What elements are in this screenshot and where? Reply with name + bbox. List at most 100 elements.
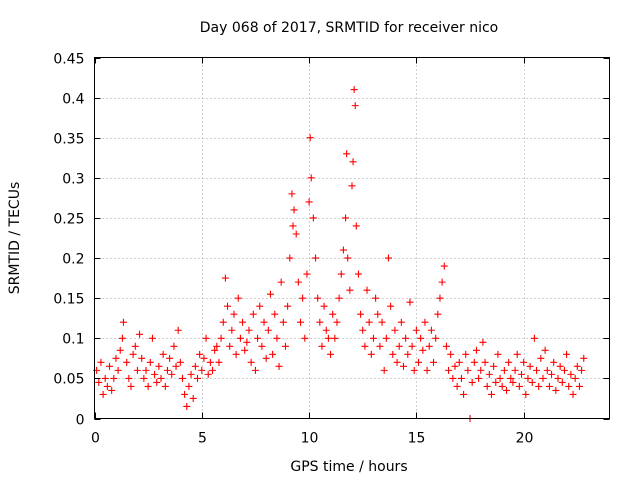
data-point xyxy=(580,354,588,362)
data-point xyxy=(114,366,122,374)
data-point xyxy=(273,334,281,342)
data-point xyxy=(305,198,313,206)
data-point xyxy=(266,290,274,298)
data-point xyxy=(123,358,131,366)
data-point xyxy=(106,362,114,370)
data-point xyxy=(410,366,418,374)
data-point xyxy=(209,366,217,374)
data-point xyxy=(136,330,144,338)
data-point xyxy=(206,358,214,366)
data-point xyxy=(303,270,311,278)
data-point xyxy=(481,358,489,366)
data-point xyxy=(187,370,195,378)
data-point xyxy=(475,374,483,382)
data-point xyxy=(472,346,480,354)
data-point xyxy=(545,382,553,390)
data-point xyxy=(185,382,193,390)
data-point xyxy=(526,362,534,370)
data-point xyxy=(533,366,541,374)
data-point xyxy=(395,342,403,350)
data-point xyxy=(318,342,326,350)
data-point xyxy=(361,342,369,350)
data-point xyxy=(254,334,262,342)
data-point xyxy=(99,390,107,398)
y-tick-label: 0.15 xyxy=(53,292,84,308)
data-point xyxy=(281,342,289,350)
x-tick-label: 20 xyxy=(516,431,534,447)
x-tick-labels: 0 5 10 15 20 xyxy=(91,431,533,447)
data-point xyxy=(487,390,495,398)
data-point xyxy=(271,310,279,318)
data-point xyxy=(339,246,347,254)
data-point xyxy=(335,294,343,302)
data-point xyxy=(515,382,523,390)
data-point xyxy=(520,358,528,366)
data-point xyxy=(215,358,223,366)
data-point xyxy=(460,390,468,398)
data-point xyxy=(556,362,564,370)
data-point xyxy=(219,318,227,326)
data-point xyxy=(451,362,459,370)
data-point xyxy=(500,366,508,374)
data-point xyxy=(161,382,169,390)
data-point xyxy=(344,254,352,262)
data-point xyxy=(462,350,470,358)
data-point xyxy=(108,386,116,394)
data-point xyxy=(464,366,472,374)
data-point xyxy=(490,362,498,370)
chart-title: Day 068 of 2017, SRMTID for receiver nic… xyxy=(200,20,498,36)
data-point xyxy=(264,326,272,334)
data-point xyxy=(181,390,189,398)
data-point xyxy=(176,358,184,366)
data-point xyxy=(367,350,375,358)
data-point xyxy=(417,334,425,342)
data-point xyxy=(440,262,448,270)
data-point xyxy=(127,382,135,390)
axis-ticks xyxy=(94,57,610,420)
data-point xyxy=(228,326,236,334)
data-point xyxy=(406,298,414,306)
data-point xyxy=(359,326,367,334)
data-point xyxy=(292,230,300,238)
data-point xyxy=(442,342,450,350)
data-point xyxy=(140,374,148,382)
data-point xyxy=(183,402,191,410)
data-point xyxy=(262,354,270,362)
data-point xyxy=(535,382,543,390)
data-point xyxy=(234,294,242,302)
x-tick-label: 5 xyxy=(198,431,207,447)
data-point xyxy=(567,370,575,378)
data-point xyxy=(166,354,174,362)
data-point xyxy=(119,318,127,326)
data-point xyxy=(565,382,573,390)
data-point xyxy=(245,326,253,334)
data-point xyxy=(376,342,384,350)
data-point xyxy=(213,342,221,350)
data-point xyxy=(327,350,335,358)
data-point xyxy=(477,366,485,374)
data-point xyxy=(575,382,583,390)
data-point xyxy=(425,342,433,350)
data-point xyxy=(479,338,487,346)
data-point xyxy=(552,386,560,394)
data-point xyxy=(412,326,420,334)
data-point xyxy=(125,374,133,382)
data-point xyxy=(146,358,154,366)
data-point xyxy=(509,378,517,386)
data-point xyxy=(204,370,212,378)
data-point xyxy=(404,350,412,358)
data-point xyxy=(402,334,410,342)
data-point xyxy=(131,342,139,350)
data-point xyxy=(191,362,199,370)
data-point xyxy=(423,366,431,374)
data-point xyxy=(95,378,103,386)
data-point xyxy=(447,350,455,358)
data-point xyxy=(503,386,510,394)
data-point xyxy=(196,350,204,358)
data-point xyxy=(573,362,581,370)
data-point xyxy=(297,318,304,326)
data-point xyxy=(455,358,463,366)
data-point xyxy=(178,374,186,382)
data-point xyxy=(97,358,105,366)
